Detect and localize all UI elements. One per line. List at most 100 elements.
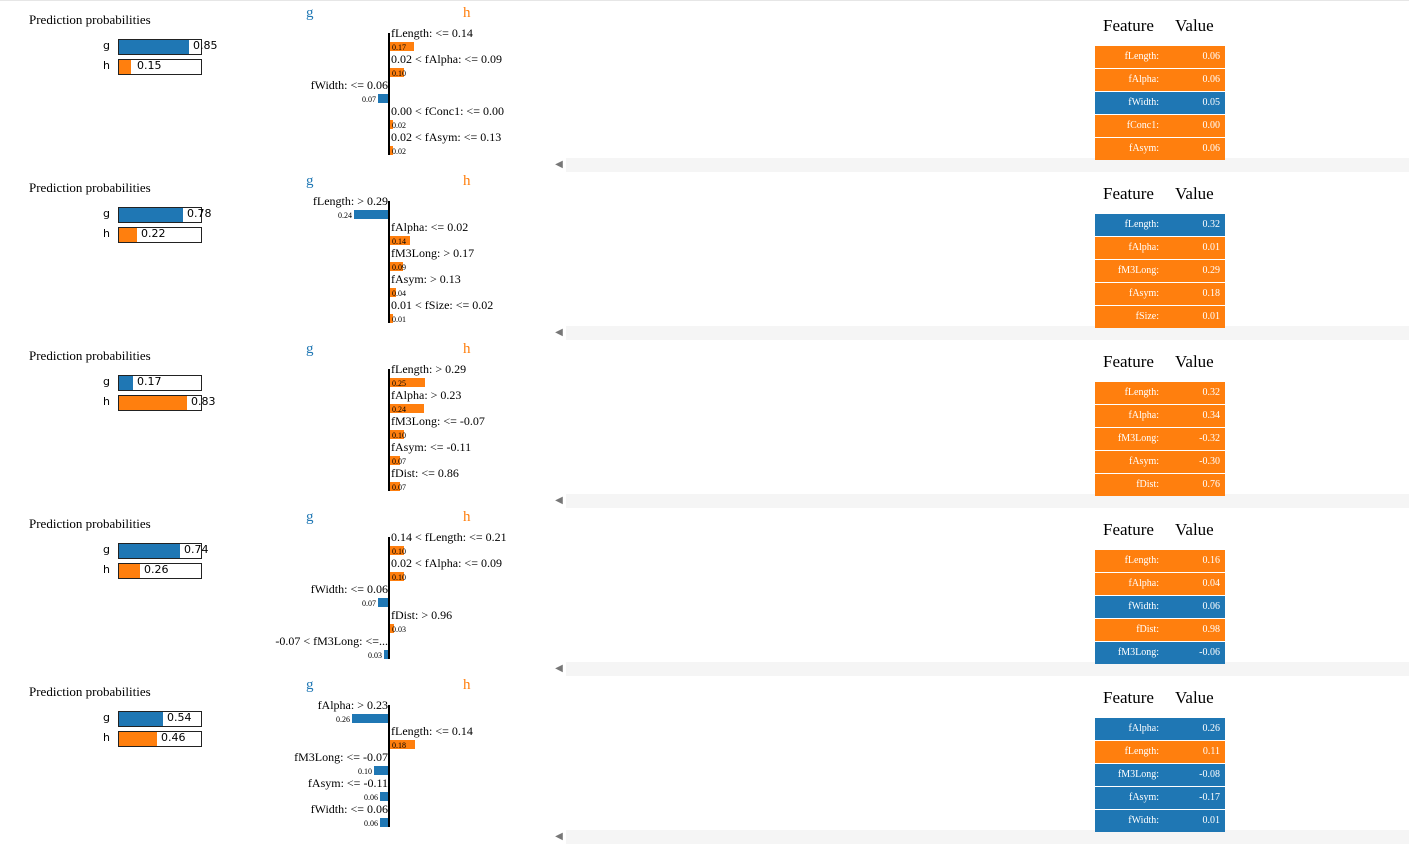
feature-weight-value: 0.10 bbox=[392, 431, 406, 440]
scroll-left-arrow-icon[interactable]: ◀ bbox=[555, 159, 563, 170]
feature-condition: 0.00 < fConc1: <= 0.00 bbox=[391, 104, 504, 118]
feature-value: -0.08 bbox=[1199, 769, 1220, 780]
horizontal-scrollbar[interactable]: ◀ bbox=[552, 662, 1409, 676]
feature-name: fAlpha: bbox=[1128, 578, 1159, 589]
feature-value-row: fAlpha: 0.01 bbox=[1095, 237, 1225, 259]
scrollbar-track[interactable] bbox=[566, 830, 1409, 844]
feature-value-row: fDist: 0.76 bbox=[1095, 474, 1225, 496]
prediction-probabilities-title: Prediction probabilities bbox=[29, 180, 151, 195]
feature-value: 0.98 bbox=[1202, 624, 1221, 635]
feature-weight-bar bbox=[390, 42, 414, 51]
explanation-block: Prediction probabilities g 0.74 h 0.26 g h 0.14… bbox=[0, 504, 1409, 676]
scroll-left-arrow-icon[interactable]: ◀ bbox=[555, 663, 563, 674]
probability-bar-fill bbox=[119, 712, 163, 726]
feature-value: 0.06 bbox=[1202, 51, 1221, 62]
feature-name: fAsym: bbox=[1129, 143, 1159, 154]
feature-value-row: fLength: 0.32 bbox=[1095, 214, 1225, 236]
feature-condition: fAlpha: <= 0.02 bbox=[391, 220, 469, 234]
class-label-h: h bbox=[463, 509, 471, 525]
probability-class-label: h bbox=[103, 59, 110, 72]
scroll-left-arrow-icon[interactable]: ◀ bbox=[555, 831, 563, 842]
feature-value: 0.11 bbox=[1202, 746, 1220, 757]
feature-name: fM3Long: bbox=[1117, 265, 1159, 276]
feature-value: 0.05 bbox=[1202, 97, 1221, 108]
class-label-g: g bbox=[306, 341, 314, 357]
horizontal-scrollbar[interactable]: ◀ bbox=[552, 494, 1409, 508]
feature-weight-bar bbox=[390, 456, 400, 465]
prediction-probabilities-title: Prediction probabilities bbox=[29, 12, 151, 27]
probability-class-label: h bbox=[103, 731, 110, 744]
class-label-g: g bbox=[306, 677, 314, 693]
feature-name: fLength: bbox=[1124, 555, 1159, 566]
feature-name: fLength: bbox=[1124, 51, 1159, 62]
chart-axis bbox=[388, 369, 390, 491]
feature-value: 0.04 bbox=[1202, 578, 1221, 589]
value-column-header: Value bbox=[1175, 520, 1214, 539]
feature-weight-value: 0.10 bbox=[392, 547, 406, 556]
probability-value: 0.85 bbox=[193, 39, 218, 52]
feature-condition: fAlpha: > 0.23 bbox=[317, 698, 388, 712]
feature-weight-bar bbox=[390, 624, 394, 633]
chart-axis bbox=[388, 33, 390, 155]
feature-condition: 0.02 < fAlpha: <= 0.09 bbox=[391, 52, 502, 66]
probability-bar bbox=[118, 731, 202, 747]
feature-weight-value: 0.17 bbox=[392, 43, 406, 52]
feature-condition: 0.14 < fLength: <= 0.21 bbox=[391, 530, 507, 544]
horizontal-scrollbar[interactable]: ◀ bbox=[552, 830, 1409, 844]
feature-weight-value: 0.24 bbox=[392, 405, 406, 414]
probability-value: 0.46 bbox=[161, 731, 186, 744]
top-divider bbox=[0, 0, 1409, 1]
feature-value-row: fLength: 0.32 bbox=[1095, 382, 1225, 404]
feature-condition: -0.07 < fM3Long: <=... bbox=[275, 634, 388, 648]
scroll-left-arrow-icon[interactable]: ◀ bbox=[555, 327, 563, 338]
horizontal-scrollbar[interactable]: ◀ bbox=[552, 326, 1409, 340]
feature-value-row: fLength: 0.16 bbox=[1095, 550, 1225, 572]
probability-bar-fill bbox=[119, 732, 157, 746]
feature-weight-bar bbox=[378, 598, 388, 607]
probability-class-label: h bbox=[103, 227, 110, 240]
feature-value: 0.01 bbox=[1202, 242, 1221, 253]
feature-value: -0.06 bbox=[1199, 647, 1220, 658]
probability-bar-fill bbox=[119, 208, 183, 222]
scrollbar-track[interactable] bbox=[566, 494, 1409, 508]
feature-value: 0.18 bbox=[1202, 288, 1221, 299]
probability-class-label: g bbox=[103, 207, 110, 220]
feature-value-row: fAsym: 0.18 bbox=[1095, 283, 1225, 305]
feature-value: 0.32 bbox=[1202, 219, 1221, 230]
feature-name: fSize: bbox=[1135, 311, 1159, 322]
probability-value: 0.22 bbox=[141, 227, 166, 240]
feature-value: 0.01 bbox=[1202, 815, 1221, 826]
scrollbar-track[interactable] bbox=[566, 158, 1409, 172]
chart-axis bbox=[388, 201, 390, 323]
feature-weight-bar bbox=[390, 378, 425, 387]
feature-weight-bar bbox=[390, 430, 404, 439]
feature-name: fDist: bbox=[1136, 479, 1159, 490]
feature-condition: fWidth: <= 0.06 bbox=[310, 78, 388, 92]
feature-weight-value: 0.07 bbox=[362, 95, 376, 104]
probability-value: 0.74 bbox=[184, 543, 209, 556]
feature-weight-bar bbox=[390, 236, 410, 245]
class-label-h: h bbox=[463, 341, 471, 357]
feature-weight-value: 0.03 bbox=[392, 625, 406, 634]
probability-bar bbox=[118, 59, 202, 75]
feature-value: -0.30 bbox=[1199, 456, 1220, 467]
probability-value: 0.15 bbox=[137, 59, 162, 72]
scrollbar-track[interactable] bbox=[566, 662, 1409, 676]
feature-weight-bar bbox=[390, 314, 393, 323]
feature-weight-value: 0.04 bbox=[392, 289, 406, 298]
probability-bar bbox=[118, 375, 202, 391]
feature-name: fWidth: bbox=[1128, 97, 1159, 108]
feature-condition: fAsym: > 0.13 bbox=[391, 272, 461, 286]
feature-value-row: fM3Long: -0.32 bbox=[1095, 428, 1225, 450]
feature-name: fDist: bbox=[1136, 624, 1159, 635]
value-column-header: Value bbox=[1175, 16, 1214, 35]
scroll-left-arrow-icon[interactable]: ◀ bbox=[555, 495, 563, 506]
feature-condition: fM3Long: <= -0.07 bbox=[294, 750, 388, 764]
horizontal-scrollbar[interactable]: ◀ bbox=[552, 158, 1409, 172]
probability-bar bbox=[118, 207, 202, 223]
feature-condition: fAsym: <= -0.11 bbox=[307, 776, 388, 790]
feature-name: fAsym: bbox=[1129, 456, 1159, 467]
feature-name: fAlpha: bbox=[1128, 242, 1159, 253]
feature-name: fLength: bbox=[1124, 746, 1159, 757]
scrollbar-track[interactable] bbox=[566, 326, 1409, 340]
